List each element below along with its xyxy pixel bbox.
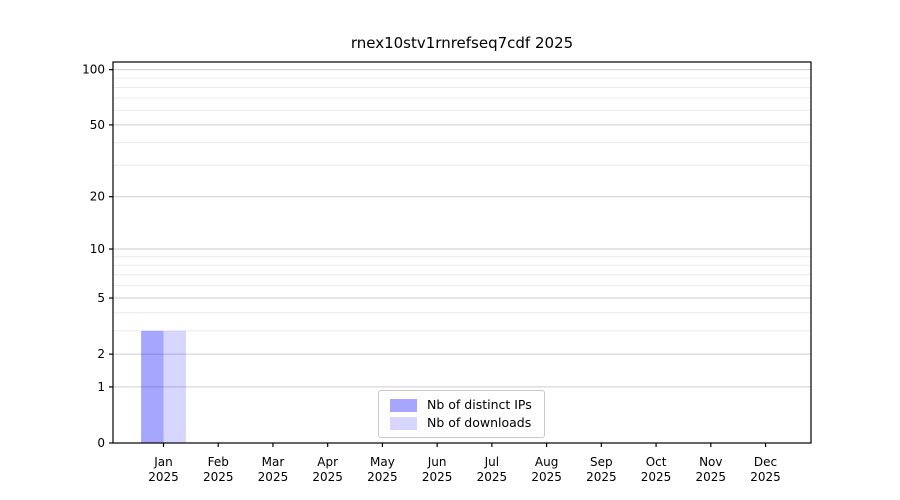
x-tick-label-month: Feb [208, 455, 229, 469]
legend: Nb of distinct IPs Nb of downloads [378, 390, 545, 438]
x-tick-label-month: Aug [535, 455, 558, 469]
legend-label-distinct-ips: Nb of distinct IPs [427, 396, 532, 412]
y-tick-label: 100 [82, 63, 105, 77]
legend-item-distinct-ips: Nb of distinct IPs [390, 396, 544, 412]
x-tick-label-month: May [370, 455, 395, 469]
x-tick-label-year: 2025 [203, 470, 234, 484]
x-tick-label-month: Oct [646, 455, 667, 469]
y-tick-label: 2 [97, 347, 105, 361]
y-tick-label: 0 [97, 436, 105, 450]
legend-item-downloads: Nb of downloads [390, 414, 544, 430]
x-tick-label-year: 2025 [477, 470, 508, 484]
x-tick-label-year: 2025 [750, 470, 781, 484]
x-tick-label-year: 2025 [367, 470, 398, 484]
y-tick-label: 10 [90, 242, 105, 256]
x-tick-label-month: Mar [262, 455, 285, 469]
x-tick-label-year: 2025 [258, 470, 289, 484]
x-tick-label-month: Jun [427, 455, 447, 469]
bar-distinct-ips-jan [141, 330, 164, 443]
x-tick-label-year: 2025 [641, 470, 672, 484]
x-tick-label-month: Dec [754, 455, 777, 469]
x-tick-label-year: 2025 [312, 470, 343, 484]
x-tick-label-month: Apr [317, 455, 338, 469]
legend-label-downloads: Nb of downloads [427, 414, 532, 430]
x-tick-label-year: 2025 [696, 470, 727, 484]
y-tick-label: 50 [90, 118, 105, 132]
x-tick-label-year: 2025 [148, 470, 179, 484]
x-tick-label-year: 2025 [586, 470, 617, 484]
chart-title: rnex10stv1rnrefseq7cdf 2025 [350, 34, 574, 52]
y-tick-label: 20 [90, 190, 105, 204]
y-tick-label: 1 [97, 380, 105, 394]
x-tick-label-year: 2025 [422, 470, 453, 484]
x-tick-label-month: Jan [153, 455, 173, 469]
y-tick-label: 5 [97, 291, 105, 305]
legend-swatch-distinct-ips [390, 398, 417, 412]
x-tick-label-month: Sep [590, 455, 613, 469]
x-tick-label-year: 2025 [531, 470, 562, 484]
legend-swatch-downloads [390, 416, 417, 430]
plot-border [112, 61, 812, 444]
bar-downloads-jan [163, 330, 186, 443]
x-tick-label-month: Jul [484, 455, 499, 469]
x-tick-label-month: Nov [699, 455, 722, 469]
